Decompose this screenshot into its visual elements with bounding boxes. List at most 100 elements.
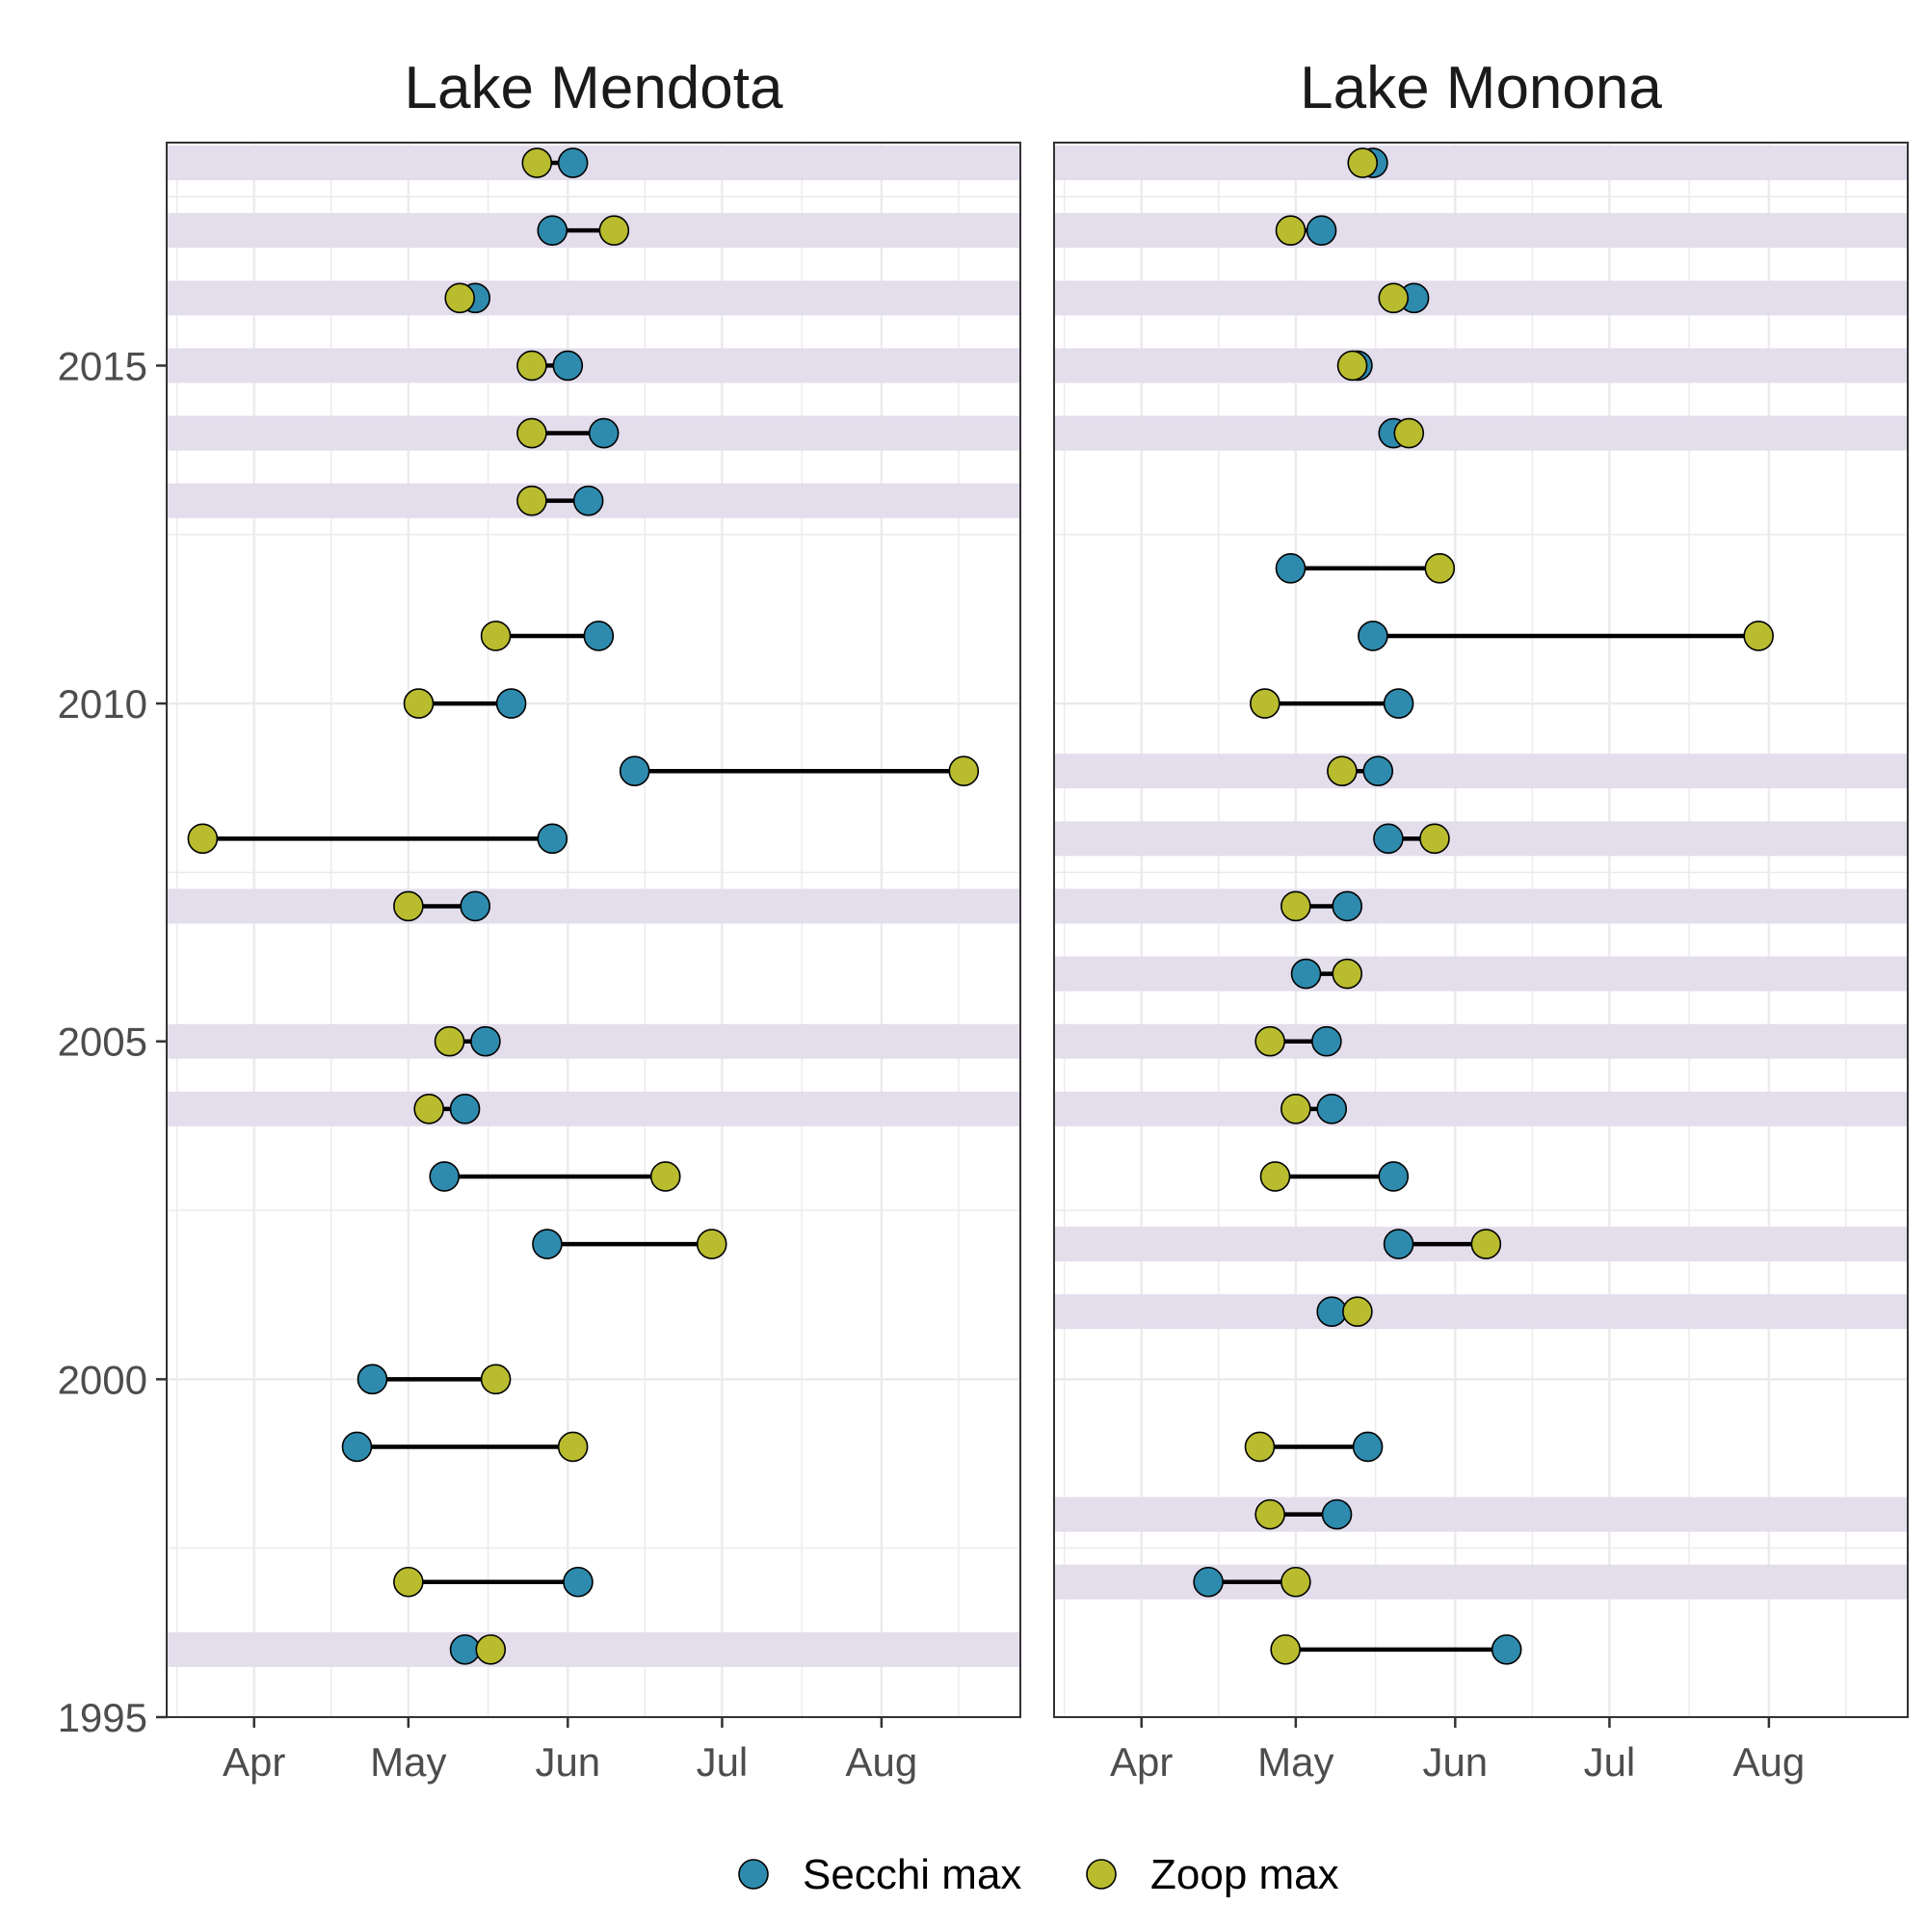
secchi-point-2007 xyxy=(460,890,491,922)
zoop-point-2014 xyxy=(516,417,547,449)
secchi-point-2003 xyxy=(1378,1161,1410,1192)
highlight-band-2005 xyxy=(1054,1023,1908,1059)
highlight-band-1996 xyxy=(167,1631,1020,1667)
highlight-band-1998 xyxy=(1054,1496,1908,1532)
highlight-band-2004 xyxy=(167,1091,1020,1126)
zoop-point-2014 xyxy=(1393,417,1425,449)
facet-panel-0: Lake Mendota Apr May Jun Jul Aug 1995 2000 2005 2… xyxy=(58,55,1021,1785)
x-tick-label: May xyxy=(1257,1739,1333,1785)
x-tick-label: Aug xyxy=(846,1739,918,1785)
highlight-band-2001 xyxy=(1054,1294,1908,1330)
zoop-point-2016 xyxy=(444,282,476,314)
secchi-point-1999 xyxy=(341,1431,373,1463)
secchi-point-2010 xyxy=(495,688,527,719)
secchi-point-2005 xyxy=(1311,1025,1342,1057)
secchi-point-2012 xyxy=(1275,553,1307,584)
zoop-point-2018 xyxy=(521,147,553,178)
panel-border xyxy=(1053,142,1909,1718)
highlight-band-2018 xyxy=(1054,146,1908,181)
secchi-point-1997 xyxy=(563,1566,594,1598)
secchi-point-2000 xyxy=(356,1363,388,1395)
zoop-point-2018 xyxy=(1347,147,1379,178)
zoop-point-2017 xyxy=(598,215,630,246)
secchi-point-2002 xyxy=(1383,1229,1414,1259)
y-tick-label: 1995 xyxy=(58,1695,147,1740)
zoop-point-2012 xyxy=(1424,553,1456,584)
secchi-point-2015 xyxy=(552,350,584,382)
zoop-point-1999 xyxy=(557,1431,589,1463)
x-tick-label: Aug xyxy=(1733,1739,1806,1785)
highlight-band-2018 xyxy=(167,146,1020,181)
zoop-point-2007 xyxy=(1280,890,1311,922)
secchi-point-1996 xyxy=(449,1634,481,1665)
facet-title: Lake Mendota xyxy=(405,55,783,121)
x-tick-label: Jul xyxy=(1584,1739,1636,1785)
panel-background xyxy=(1054,143,1908,1717)
facet-panel-1: Lake Monona Apr May Jun Jul Aug xyxy=(1053,55,1909,1785)
secchi-point-1997 xyxy=(1193,1566,1224,1598)
secchi-point-2002 xyxy=(532,1229,563,1259)
facet-title: Lake Monona xyxy=(1300,55,1662,121)
secchi-point-2017 xyxy=(537,215,568,246)
zoop-point-2015 xyxy=(516,350,547,382)
secchi-point-2011 xyxy=(583,621,615,651)
panel-background xyxy=(167,143,1020,1717)
x-tick-label: May xyxy=(370,1739,446,1785)
zoop-point-2011 xyxy=(480,621,512,651)
highlight-band-2005 xyxy=(167,1023,1020,1059)
secchi-point-1996 xyxy=(1491,1634,1522,1665)
highlight-band-2016 xyxy=(167,280,1020,316)
secchi-point-2005 xyxy=(470,1025,501,1057)
x-tick-label: Apr xyxy=(223,1739,285,1785)
zoop-point-1996 xyxy=(1270,1634,1301,1665)
secchi-point-1999 xyxy=(1352,1431,1384,1463)
highlight-band-2015 xyxy=(1054,348,1908,384)
highlight-band-2014 xyxy=(1054,415,1908,451)
legend-zoop-label: Zoop max xyxy=(1150,1851,1339,1898)
zoop-point-2009 xyxy=(1327,755,1358,786)
secchi-point-2008 xyxy=(1373,823,1404,855)
zoop-point-2001 xyxy=(1342,1296,1373,1328)
secchi-point-2008 xyxy=(537,823,568,855)
secchi-point-2018 xyxy=(557,147,589,178)
secchi-point-2010 xyxy=(1383,688,1414,719)
secchi-point-1998 xyxy=(1321,1498,1353,1530)
zoop-point-2009 xyxy=(948,755,980,786)
zoop-point-2008 xyxy=(1419,823,1450,855)
highlight-band-2004 xyxy=(1054,1091,1908,1126)
highlight-band-2008 xyxy=(1054,821,1908,857)
highlight-band-2015 xyxy=(167,348,1020,384)
highlight-band-2007 xyxy=(1054,888,1908,924)
secchi-point-2006 xyxy=(1290,958,1322,990)
zoop-point-2005 xyxy=(434,1025,465,1057)
zoop-point-1999 xyxy=(1244,1431,1276,1463)
x-tick-label: Apr xyxy=(1110,1739,1173,1785)
secchi-point-2004 xyxy=(449,1094,481,1125)
zoop-point-2006 xyxy=(1332,958,1363,990)
zoop-point-2003 xyxy=(649,1161,681,1192)
legend: Secchi max Zoop max xyxy=(738,1851,1339,1898)
secchi-point-2007 xyxy=(1332,890,1363,922)
zoop-point-1996 xyxy=(475,1634,507,1665)
zoop-point-2013 xyxy=(516,485,547,516)
legend-secchi-label: Secchi max xyxy=(803,1851,1021,1898)
secchi-point-2017 xyxy=(1306,215,1337,246)
zoop-point-1997 xyxy=(1280,1566,1311,1598)
highlight-band-2016 xyxy=(1054,280,1908,316)
zoop-point-2000 xyxy=(480,1363,512,1395)
y-tick-label: 2010 xyxy=(58,681,147,727)
zoop-point-2003 xyxy=(1259,1161,1291,1192)
zoop-point-2016 xyxy=(1378,282,1410,314)
secchi-point-2009 xyxy=(619,755,650,786)
secchi-point-2009 xyxy=(1362,755,1394,786)
zoop-point-1997 xyxy=(393,1566,424,1598)
highlight-band-1997 xyxy=(1054,1564,1908,1600)
legend-secchi-key xyxy=(738,1859,769,1890)
secchi-point-2014 xyxy=(588,417,620,449)
secchi-point-2011 xyxy=(1358,621,1388,651)
highlight-band-2009 xyxy=(1054,754,1908,789)
zoop-point-2005 xyxy=(1254,1025,1285,1057)
secchi-point-2001 xyxy=(1316,1296,1348,1328)
